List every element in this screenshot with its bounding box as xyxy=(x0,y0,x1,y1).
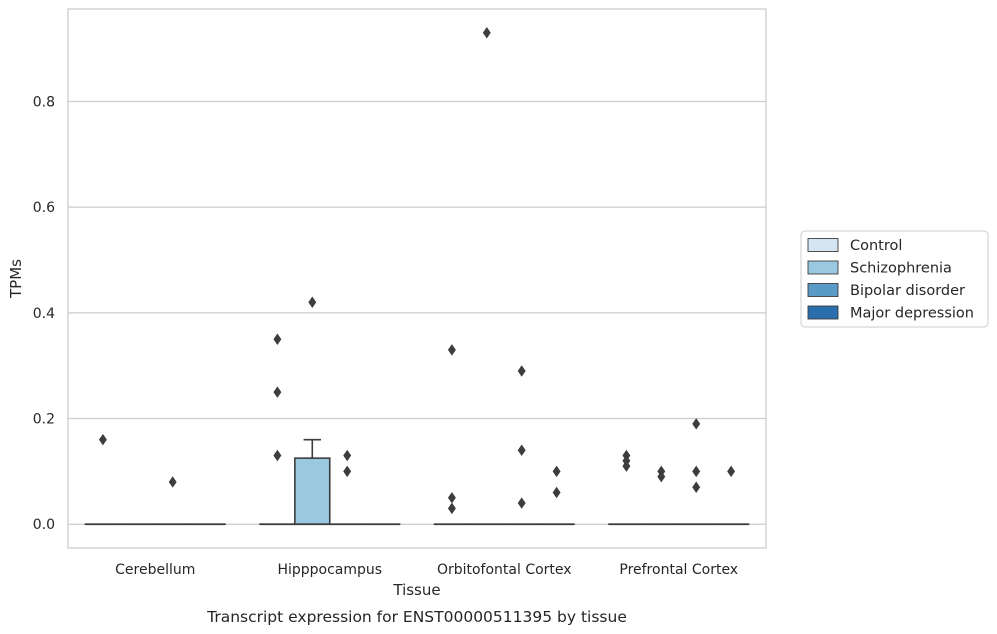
outlier-point xyxy=(273,386,282,398)
outlier-point xyxy=(517,497,526,509)
outlier-point xyxy=(447,502,456,515)
outlier-point xyxy=(692,465,701,478)
x-tick-label: Hipppocampus xyxy=(277,562,382,578)
x-axis-label: Tissue xyxy=(392,581,440,599)
chart-caption: Transcript expression for ENST0000051139… xyxy=(206,608,627,626)
x-tick-label: Prefrontal Cortex xyxy=(619,562,738,578)
y-axis-label: TPMs xyxy=(7,259,25,299)
plot-area-frame xyxy=(67,8,767,549)
legend-swatch xyxy=(807,260,839,275)
outlier-point xyxy=(482,27,491,39)
x-tick-label: Cerebellum xyxy=(115,562,195,578)
outlier-point xyxy=(517,365,526,377)
legend-label: Major depression xyxy=(850,306,974,322)
outlier-point xyxy=(343,449,352,462)
outlier-point xyxy=(517,444,526,456)
legend: Control Schizophrenia Bipolar disorder Majo… xyxy=(800,230,989,328)
outlier-point xyxy=(447,344,456,356)
outlier-point xyxy=(273,449,282,462)
legend-swatch xyxy=(807,305,839,320)
gridlines xyxy=(68,100,766,525)
box-body xyxy=(294,457,331,526)
outlier-point xyxy=(273,333,282,345)
x-axis-ticks: Cerebellum Hipppocampus Orbitofontal Corte… xyxy=(115,562,738,578)
legend-label: Control xyxy=(850,238,902,254)
outlier-point xyxy=(447,492,456,504)
legend-swatch xyxy=(807,283,839,297)
x-tick-label: Orbitofontal Cortex xyxy=(437,562,572,578)
legend-label: Schizophrenia xyxy=(850,261,952,277)
outlier-point xyxy=(343,465,352,478)
boxes xyxy=(84,438,750,526)
outlier-point xyxy=(692,418,701,430)
outlier-point xyxy=(308,296,317,309)
y-axis-ticks: 0.0 0.2 0.4 0.6 0.8 xyxy=(33,94,55,533)
legend-swatch xyxy=(807,238,839,252)
outlier-point xyxy=(552,465,561,478)
y-tick-label: 0.2 xyxy=(33,412,55,428)
outlier-point xyxy=(657,470,666,483)
outlier-point xyxy=(98,433,107,446)
y-tick-label: 0.6 xyxy=(33,200,55,216)
outliers xyxy=(98,27,736,515)
y-tick-label: 0.0 xyxy=(33,517,55,533)
outlier-point xyxy=(692,481,701,493)
y-tick-label: 0.8 xyxy=(33,94,55,110)
legend-frame xyxy=(800,230,989,328)
outlier-point xyxy=(552,486,561,499)
y-tick-label: 0.4 xyxy=(33,306,55,322)
box-schizophrenia xyxy=(294,438,331,526)
outlier-point xyxy=(622,460,631,472)
outlier-point xyxy=(168,476,177,488)
outlier-point xyxy=(727,465,736,478)
legend-label: Bipolar disorder xyxy=(850,283,965,299)
